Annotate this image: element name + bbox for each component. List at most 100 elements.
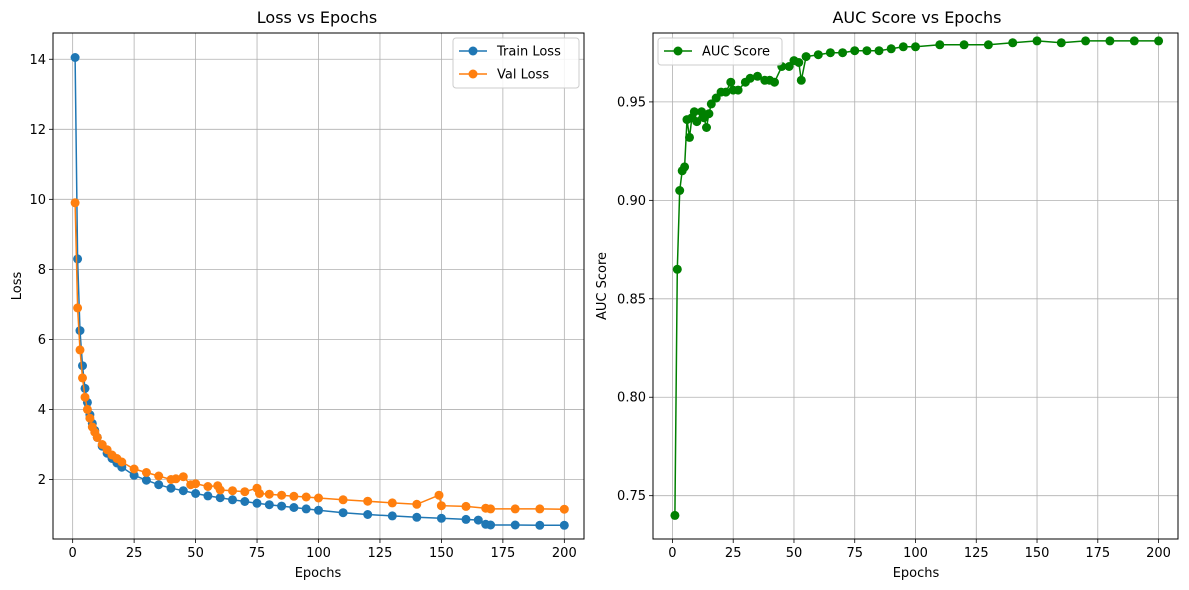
data-point bbox=[559, 504, 569, 514]
data-point bbox=[770, 77, 779, 87]
loss-chart-grid bbox=[53, 33, 584, 539]
y-tick-label: 0.75 bbox=[617, 489, 646, 504]
data-point bbox=[721, 87, 731, 97]
data-point bbox=[363, 510, 373, 519]
y-tick-label: 6 bbox=[38, 333, 46, 348]
auc-chart-title: AUC Score vs Epochs bbox=[832, 8, 1001, 27]
y-tick-label: 0.90 bbox=[617, 194, 646, 209]
x-tick-label: 50 bbox=[187, 546, 204, 561]
data-point bbox=[215, 493, 225, 503]
y-tick-label: 8 bbox=[38, 263, 46, 278]
data-point bbox=[510, 504, 520, 514]
series-line bbox=[74, 202, 565, 510]
loss-chart-title: Loss vs Epochs bbox=[257, 8, 377, 27]
data-point bbox=[412, 499, 422, 509]
data-point bbox=[78, 361, 87, 371]
y-tick-label: 12 bbox=[29, 123, 46, 138]
y-tick-label: 0.80 bbox=[617, 391, 646, 406]
data-point bbox=[704, 109, 714, 119]
y-tick-label: 2 bbox=[38, 473, 46, 488]
legend-label: Train Loss bbox=[496, 45, 561, 60]
data-point bbox=[264, 489, 274, 499]
data-point bbox=[535, 504, 545, 514]
data-point bbox=[436, 501, 446, 511]
data-point bbox=[264, 500, 274, 510]
x-tick-label: 150 bbox=[429, 546, 454, 561]
data-point bbox=[461, 514, 471, 524]
data-point bbox=[706, 99, 716, 109]
y-tick-label: 0.95 bbox=[617, 95, 646, 110]
data-point bbox=[559, 520, 569, 530]
data-point bbox=[277, 501, 287, 511]
legend-marker bbox=[468, 69, 478, 79]
data-point bbox=[692, 117, 702, 127]
x-tick-label: 175 bbox=[1085, 546, 1110, 561]
data-point bbox=[203, 491, 213, 501]
data-point bbox=[535, 520, 545, 530]
data-point bbox=[898, 42, 908, 52]
loss-chart-legend: Train Loss Val Loss bbox=[452, 37, 580, 89]
data-point bbox=[862, 46, 872, 56]
data-point bbox=[473, 515, 483, 525]
legend-label: AUC Score bbox=[702, 45, 770, 60]
data-point bbox=[70, 53, 80, 62]
data-point bbox=[117, 457, 127, 467]
data-point bbox=[73, 254, 83, 264]
data-point bbox=[1008, 38, 1018, 48]
y-tick-label: 4 bbox=[38, 403, 46, 418]
data-point bbox=[277, 490, 287, 500]
data-point bbox=[129, 470, 139, 480]
data-point bbox=[801, 52, 811, 62]
data-point bbox=[672, 264, 682, 274]
legend-marker bbox=[673, 46, 683, 56]
data-point bbox=[78, 373, 87, 383]
data-point bbox=[387, 498, 397, 508]
data-point bbox=[670, 510, 680, 520]
y-tick-label: 14 bbox=[29, 53, 46, 68]
data-point bbox=[825, 48, 835, 58]
data-point bbox=[1105, 36, 1115, 46]
data-point bbox=[255, 489, 264, 498]
data-point bbox=[1056, 38, 1066, 48]
data-point bbox=[838, 48, 848, 58]
auc-chart-ylabel: AUC Score bbox=[595, 252, 610, 320]
data-point bbox=[510, 520, 520, 530]
data-point bbox=[1032, 36, 1042, 46]
data-point bbox=[486, 504, 496, 514]
loss-chart: Loss vs Epochs 0 25 50 75 100 125 150 175 200 2 4 6… bbox=[10, 8, 585, 581]
legend-label: Val Loss bbox=[497, 68, 549, 83]
auc-chart-ticks: 0 25 50 75 100 125 150 175 200 0.75 0.80 0.85 0.90 0.… bbox=[617, 95, 1171, 561]
data-point bbox=[240, 497, 250, 506]
loss-chart-ticks: 0 25 50 75 100 125 150 175 200 2 4 6 8 10 12 14 bbox=[29, 53, 576, 561]
data-point bbox=[745, 73, 755, 83]
data-point bbox=[141, 468, 151, 477]
data-point bbox=[886, 44, 896, 54]
data-point bbox=[228, 495, 237, 505]
x-tick-label: 150 bbox=[1025, 546, 1050, 561]
data-point bbox=[680, 162, 690, 172]
data-point bbox=[92, 432, 102, 442]
data-point bbox=[252, 498, 262, 508]
data-point bbox=[338, 508, 348, 518]
x-tick-label: 75 bbox=[846, 546, 863, 561]
data-point bbox=[753, 71, 762, 81]
data-point bbox=[436, 513, 446, 523]
data-point bbox=[959, 40, 969, 50]
data-point bbox=[289, 503, 299, 512]
data-point bbox=[141, 475, 151, 485]
x-tick-label: 25 bbox=[725, 546, 742, 561]
data-point bbox=[387, 511, 397, 521]
data-point bbox=[73, 303, 83, 313]
x-tick-label: 100 bbox=[903, 546, 928, 561]
data-point bbox=[82, 404, 92, 414]
auc-chart-legend: AUC Score bbox=[657, 37, 783, 66]
data-point bbox=[301, 504, 311, 514]
data-point bbox=[203, 482, 213, 491]
data-point bbox=[874, 46, 884, 56]
loss-chart-series bbox=[70, 53, 569, 530]
x-tick-label: 125 bbox=[368, 546, 393, 561]
x-tick-label: 175 bbox=[490, 546, 515, 561]
data-point bbox=[813, 50, 823, 60]
x-tick-label: 0 bbox=[668, 546, 676, 561]
